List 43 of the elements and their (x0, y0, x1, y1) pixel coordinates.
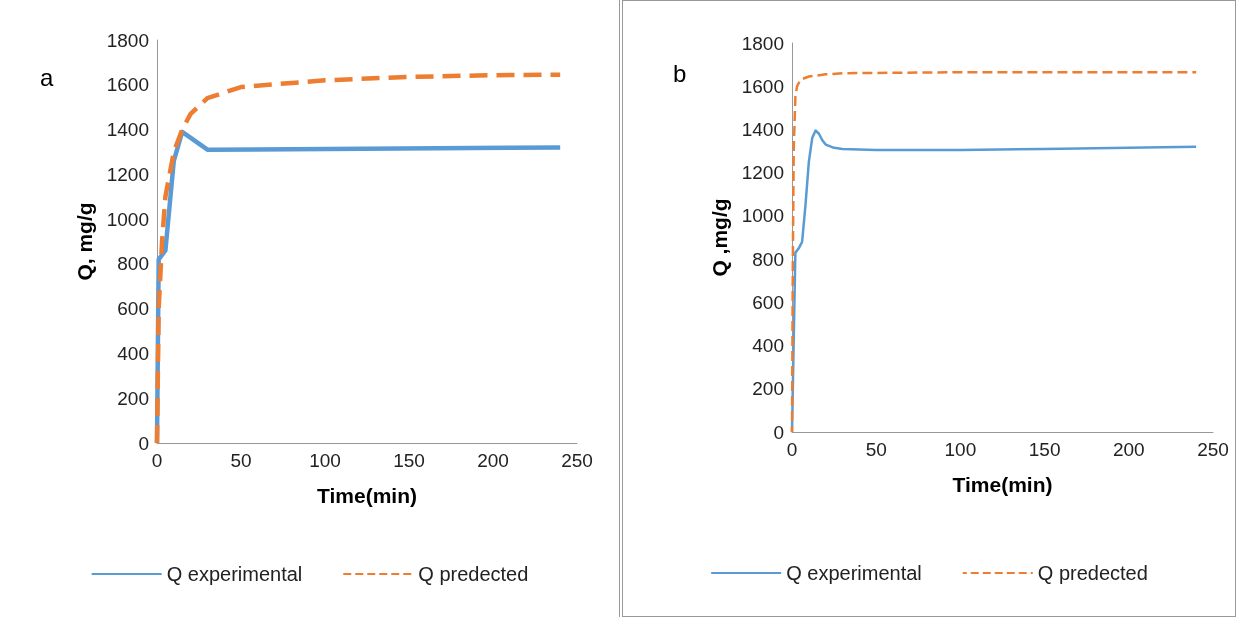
legend-label: Q experimental (166, 563, 303, 585)
y-tick-label: 1000 (741, 205, 784, 227)
line-series (790, 70, 1198, 434)
y-tick-label: 600 (752, 291, 784, 313)
x-axis-title: Time(min) (952, 473, 1053, 496)
y-tick-label: 200 (117, 387, 149, 409)
x-tick-label: 50 (865, 439, 887, 460)
y-tick-label: 800 (117, 253, 149, 275)
y-tick-label: 200 (752, 378, 784, 400)
y-tick-label: 1400 (741, 118, 784, 140)
y-tick-label: 1800 (106, 29, 149, 51)
text: b (673, 59, 687, 87)
x-tick-label: 200 (477, 450, 509, 471)
x-tick-label: 150 (393, 450, 425, 471)
legend-label: Q predected (1037, 562, 1148, 584)
y-tick-label: 1200 (106, 163, 149, 185)
y-tick-label: 1000 (106, 208, 149, 230)
x-tick-label: 100 (309, 450, 341, 471)
x-axis-title: Time(min) (317, 484, 417, 507)
x-tick-label: 150 (1028, 439, 1061, 460)
y-tick-label: 800 (752, 248, 784, 270)
y-tick-label: 600 (117, 298, 149, 320)
y-axis-title: Q ,mg/g (708, 198, 731, 277)
x-tick-label: 0 (786, 439, 798, 460)
x-tick-label: 250 (561, 450, 593, 471)
text: a (40, 63, 54, 91)
y-tick-label: 1800 (741, 32, 784, 54)
x-tick-label: 200 (1112, 439, 1145, 460)
y-tick-label: 0 (773, 421, 784, 443)
y-axis-title: Q, mg/g (73, 202, 96, 281)
x-tick-label: 50 (230, 450, 252, 471)
x-tick-label: 0 (151, 450, 163, 471)
line-series (154, 72, 563, 446)
y-tick-label: 1400 (106, 119, 149, 141)
legend-label: Q predected (418, 563, 529, 585)
y-tick-label: 1600 (741, 75, 784, 97)
x-tick-label: 100 (944, 439, 977, 460)
y-tick-label: 1600 (106, 74, 149, 96)
y-tick-label: 1200 (741, 162, 784, 184)
y-tick-label: 400 (752, 335, 784, 357)
x-tick-label: 250 (1197, 439, 1229, 460)
y-tick-label: 400 (117, 342, 149, 364)
legend-label: Q experimental (786, 562, 922, 584)
